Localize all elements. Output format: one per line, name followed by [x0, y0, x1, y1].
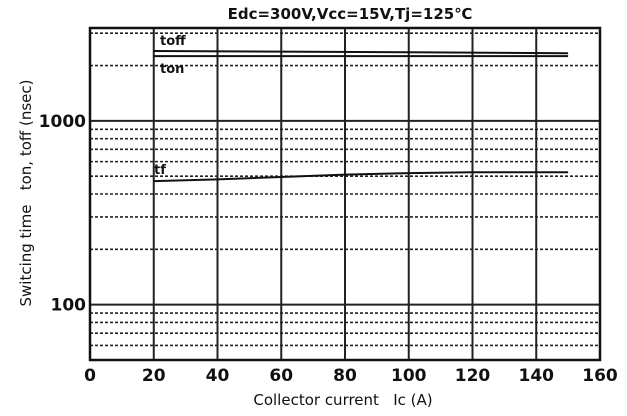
- x-tick-label: 140: [519, 366, 555, 386]
- y-tick-label: 1000: [39, 112, 86, 132]
- x-tick-label: 60: [269, 366, 293, 386]
- chart-title: Edc=300V,Vcc=15V,Tj=125℃: [228, 5, 473, 23]
- grid: [90, 28, 600, 361]
- x-tick-label: 80: [333, 366, 357, 386]
- y-tick-label: 100: [51, 296, 87, 316]
- series-label-ton: ton: [160, 62, 184, 77]
- y-axis-label: Switcing time ton, toff (nsec): [17, 79, 35, 306]
- series-lines: [153, 50, 569, 183]
- series-line-toff: [153, 50, 569, 55]
- series-label-toff: toff: [160, 34, 186, 49]
- x-tick-label: 20: [142, 366, 166, 386]
- x-tick-label: 100: [391, 366, 427, 386]
- plot-frame: [88, 26, 602, 362]
- x-tick-label: 0: [84, 366, 96, 386]
- series-label-tf: tf: [154, 163, 166, 178]
- x-tick-label: 120: [455, 366, 491, 386]
- x-tick-label: 160: [582, 366, 618, 386]
- series-labels: toff ton tf: [154, 34, 186, 178]
- series-line-tf: [153, 171, 569, 183]
- x-tick-label: 40: [206, 366, 230, 386]
- x-axis-label: Collector current Ic (A): [253, 391, 432, 409]
- ticks: 0 20 40 60 80 100 120 140 160 100 1000: [39, 112, 618, 386]
